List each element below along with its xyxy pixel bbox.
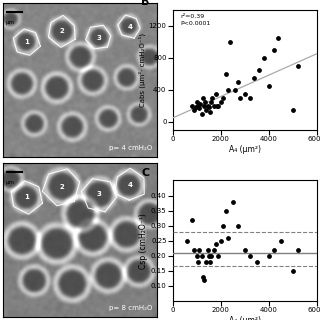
Text: r²=0.39
P<0.0001: r²=0.39 P<0.0001 [180, 14, 210, 26]
Point [211, 103, 216, 108]
Point [210, 95, 215, 100]
X-axis label: A₄ (μm²): A₄ (μm²) [229, 145, 261, 154]
Point [193, 105, 198, 110]
Point [202, 277, 207, 282]
Text: μm: μm [6, 20, 15, 25]
Text: 4: 4 [127, 182, 132, 188]
Point [213, 91, 219, 96]
Point [254, 259, 260, 264]
Point [252, 75, 257, 80]
Point [295, 247, 300, 252]
Point [199, 111, 204, 116]
Point [192, 247, 197, 252]
Point [194, 99, 199, 104]
Point [194, 253, 199, 258]
Point [206, 253, 212, 258]
Text: 4: 4 [127, 24, 132, 30]
Point [290, 107, 295, 112]
X-axis label: A₄ (μm²): A₄ (μm²) [229, 316, 261, 320]
Point [233, 87, 238, 92]
Point [202, 103, 207, 108]
Point [242, 91, 247, 96]
Text: 3: 3 [97, 191, 101, 197]
Point [216, 253, 221, 258]
Point [196, 259, 201, 264]
Text: 1: 1 [24, 195, 29, 200]
Text: C: C [141, 168, 149, 178]
Text: μm: μm [6, 180, 15, 185]
Point [218, 238, 223, 243]
Point [218, 99, 223, 104]
Point [225, 235, 230, 240]
Point [199, 253, 204, 258]
Point [196, 247, 202, 252]
Point [223, 71, 228, 76]
Point [196, 106, 202, 111]
Point [235, 79, 240, 84]
Point [230, 199, 236, 204]
Point [205, 247, 210, 252]
Point [257, 67, 262, 72]
Point [189, 217, 195, 222]
Point [216, 103, 221, 108]
Point [207, 110, 212, 115]
Point [237, 95, 243, 100]
Point [228, 39, 233, 44]
Point [278, 238, 284, 243]
Point [196, 103, 201, 108]
Y-axis label: Cabs (μm²· cmH₂O⁻¹): Cabs (μm²· cmH₂O⁻¹) [138, 33, 146, 107]
Point [295, 63, 300, 68]
Point [266, 83, 271, 88]
Text: B: B [141, 0, 149, 7]
Point [211, 247, 216, 252]
Point [206, 105, 212, 110]
Point [198, 102, 203, 107]
Text: 1: 1 [24, 39, 29, 45]
Point [247, 253, 252, 258]
Point [290, 268, 295, 273]
Point [242, 247, 247, 252]
Text: p= 4 cmH₂O: p= 4 cmH₂O [109, 145, 152, 151]
Point [271, 247, 276, 252]
Point [207, 259, 212, 264]
Point [209, 253, 214, 258]
Text: 2: 2 [60, 28, 64, 34]
Point [200, 95, 205, 100]
Point [221, 223, 226, 228]
Point [271, 47, 276, 52]
Point [204, 259, 209, 264]
Point [223, 208, 228, 213]
Point [204, 107, 209, 112]
Point [192, 107, 197, 112]
Point [221, 95, 226, 100]
Y-axis label: Csp (cmH₂O⁻¹): Csp (cmH₂O⁻¹) [139, 213, 148, 268]
Point [247, 95, 252, 100]
Point [276, 35, 281, 40]
Point [215, 103, 220, 108]
Point [235, 223, 240, 228]
Point [185, 238, 190, 243]
Point [261, 55, 267, 60]
Text: p= 8 cmH₂O: p= 8 cmH₂O [109, 305, 152, 311]
Point [203, 99, 208, 104]
Point [225, 87, 230, 92]
Point [205, 103, 210, 108]
Text: 2: 2 [60, 184, 64, 190]
Text: 3: 3 [97, 35, 101, 41]
Point [209, 99, 214, 104]
Point [213, 241, 219, 246]
Point [189, 103, 195, 108]
Point [200, 274, 205, 279]
Point [266, 253, 271, 258]
